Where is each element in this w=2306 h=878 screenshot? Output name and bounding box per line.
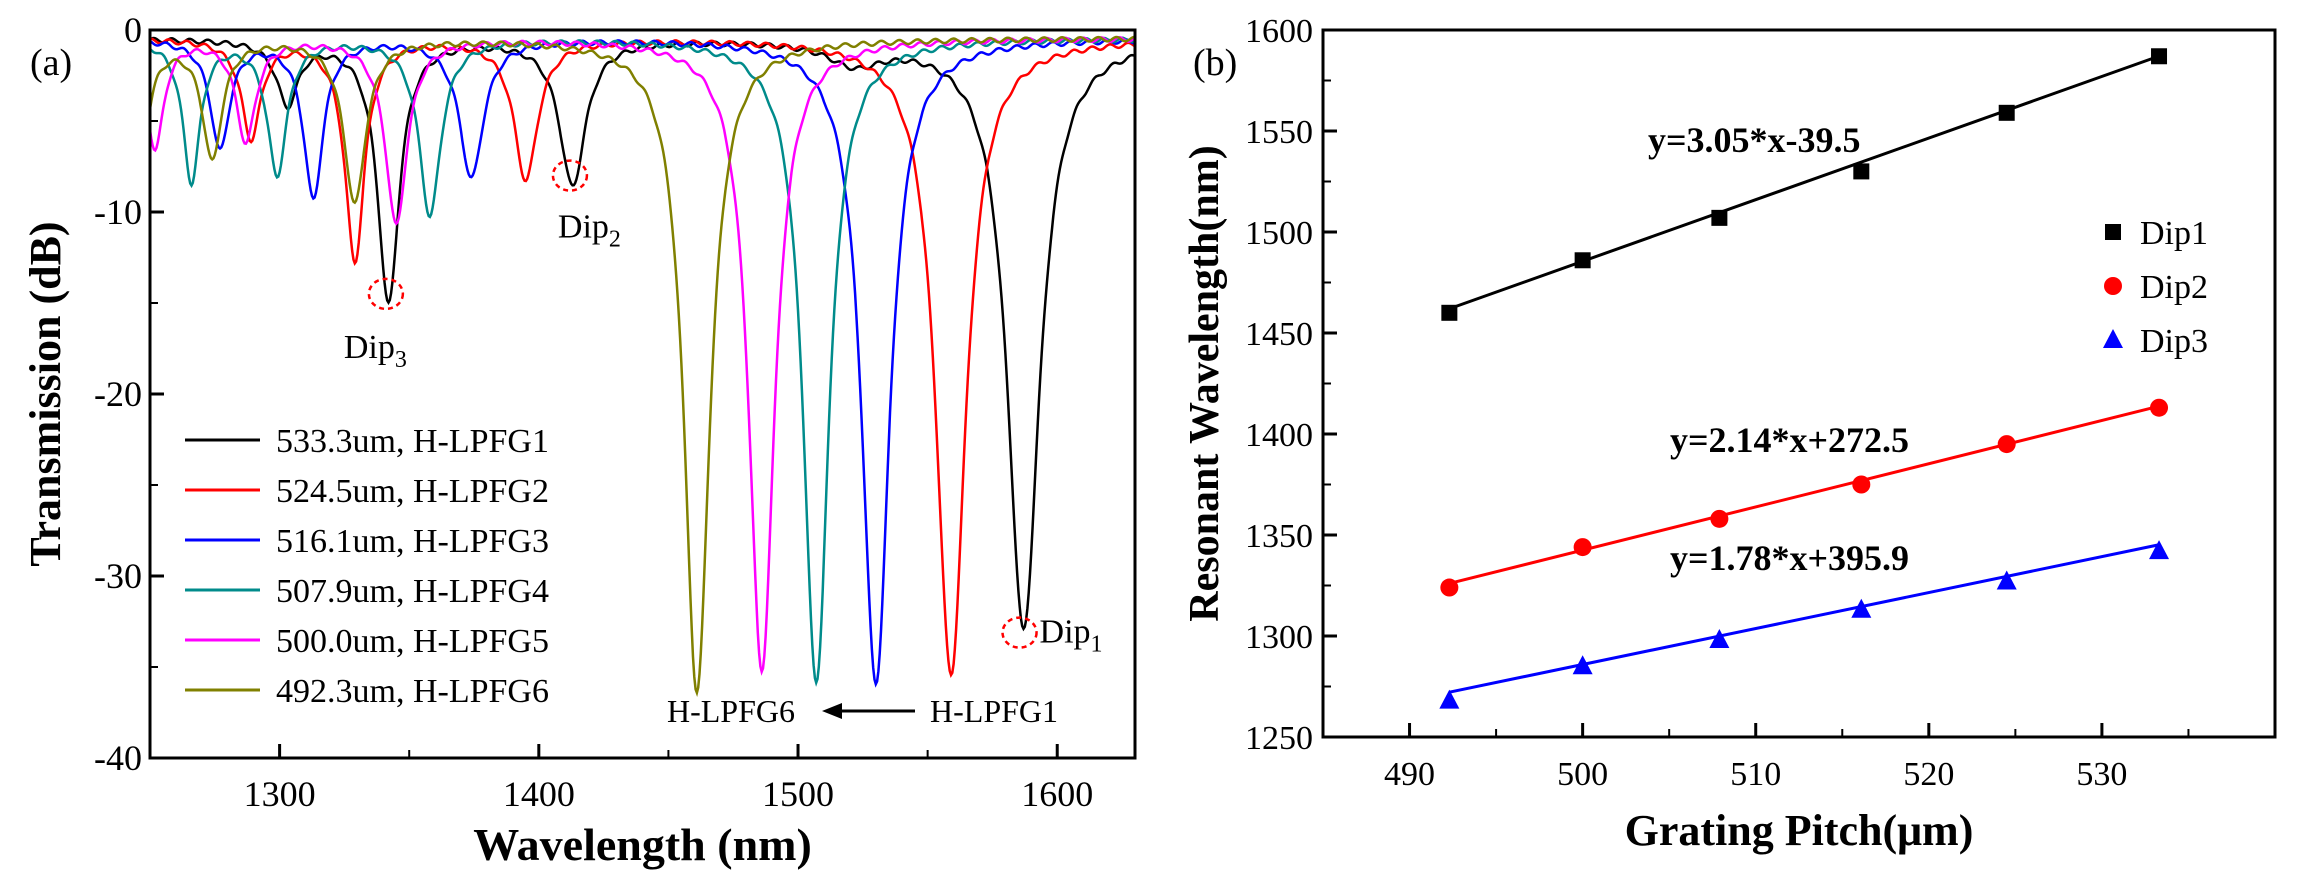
y-tick-label: 1600 [1245,13,1313,50]
arrow-label-right: H-LPFG1 [930,693,1058,729]
legend-label-dip2: Dip2 [2140,269,2208,306]
x-tick-label: 1500 [762,774,834,814]
y-tick-label: 1450 [1245,316,1313,353]
y-tick-label: 1300 [1245,619,1313,656]
spectrum-line-3 [150,37,1135,688]
dip3-point [1572,655,1593,675]
y-tick-label: -10 [94,192,142,232]
fit-equation-3: y=1.78*x+395.9 [1670,538,1909,578]
dip1-label-base: Dip [1040,614,1091,651]
panel-b-y-axis-label: Resonant Wavelength(nm) [1182,145,1228,621]
dip1-label-sub: 1 [1091,632,1103,658]
panel-b-legend: Dip1 Dip2 Dip3 [2103,215,2208,360]
panel-a-x-axis-label: Wavelength (nm) [473,819,812,870]
y-tick-label: 1500 [1245,215,1313,252]
y-tick-label: 1350 [1245,518,1313,555]
legend-label-3: 516.1um, H-LPFG3 [276,523,549,560]
legend-label-dip1: Dip1 [2140,215,2208,252]
panel-a-legend: 533.3um, H-LPFG1 524.5um, H-LPFG2 516.1um,… [185,423,549,710]
panel-b-plot: y=3.05*x-39.5 y=2.14*x+272.5 y=1.78*x+395.… [1439,48,2170,709]
arrow-label-left: H-LPFG6 [667,693,795,729]
legend-label-6: 492.3um, H-LPFG6 [276,673,549,710]
dip3-point [1439,689,1460,709]
dip2-label-base: Dip [558,209,609,246]
dip1-marker [1001,616,1038,649]
x-tick-label: 1400 [503,774,575,814]
panel-b-x-axis-label: Grating Pitch(μm) [1625,806,1974,855]
legend-label-dip3: Dip3 [2140,323,2208,360]
dip2-label: Dip2 [558,209,621,253]
dip3-marker [367,277,405,311]
legend-marker-dip1 [2105,224,2121,240]
y-tick-label: -40 [94,738,142,778]
panel-b-axes: 490 500 510 520 530 1250 1300 1350 1400 1450 1500 1… [1245,13,2190,793]
dip1-point [1441,304,1458,321]
x-tick-label: 1600 [1021,774,1093,814]
x-tick-label: 510 [1730,756,1781,793]
dip1-point [1853,163,1870,180]
fit-equation-2: y=2.14*x+272.5 [1670,420,1909,460]
x-tick-label: 530 [2076,756,2127,793]
dip2-point [1852,475,1871,494]
dip1-point [1574,252,1591,269]
dip3-point [1996,570,2017,590]
dip3-point [2149,540,2170,560]
y-tick-label: 1250 [1245,720,1313,757]
dip2-point [1573,538,1592,557]
dip3-label-sub: 3 [395,347,407,373]
dip3-label-base: Dip [344,329,395,366]
fit-line-3 [1449,543,2160,694]
legend-label-2: 524.5um, H-LPFG2 [276,473,549,510]
legend-marker-dip2 [2104,277,2122,295]
x-tick-label: 1300 [244,774,316,814]
dip2-label-sub: 2 [609,227,621,253]
dip2-point [1997,435,2016,454]
panel-a: (a) 1300 1400 1500 1600 0 -10 -20 -30 -40 Wavele… [21,10,1137,870]
dip2-point [1710,509,1729,528]
spectrum-line-4 [150,36,1135,687]
dip3-point [1709,629,1730,649]
y-tick-label: -20 [94,374,142,414]
panel-a-axes: 1300 1400 1500 1600 0 -10 -20 -30 -40 [94,10,1093,814]
y-tick-label: 1400 [1245,417,1313,454]
panel-b: (b) 490 500 510 520 530 1250 1300 1350 1400 1450 1… [1182,13,2277,855]
dip2-point [2150,398,2169,417]
dip1-label: Dip1 [1040,614,1103,658]
dip1-point [2151,48,2168,65]
legend-label-5: 500.0um, H-LPFG5 [276,623,549,660]
fit-equation-1: y=3.05*x-39.5 [1648,120,1861,160]
panel-b-label: (b) [1193,42,1237,84]
legend-label-4: 507.9um, H-LPFG4 [276,573,549,610]
dip1-point [1998,104,2015,121]
dip3-label: Dip3 [344,329,407,373]
dip1-point [1711,209,1728,226]
spectrum-line-5 [150,36,1135,676]
panel-a-y-axis-label: Transmission (dB) [21,221,70,566]
legend-marker-dip3 [2103,329,2123,348]
legend-label-1: 533.3um, H-LPFG1 [276,423,549,460]
fit-line-1 [1448,54,2160,311]
dip3-point [1851,598,1872,618]
y-tick-label: 1550 [1245,114,1313,151]
spectrum-line-6 [150,35,1135,698]
y-tick-label: -30 [94,556,142,596]
x-tick-label: 520 [1903,756,1954,793]
dip2-point [1440,578,1459,597]
x-tick-label: 500 [1557,756,1608,793]
x-tick-label: 490 [1384,756,1435,793]
panel-a-label: (a) [30,42,72,84]
arrow-head-icon [822,703,842,719]
panel-a-curves [150,35,1135,698]
dip2-marker [551,159,589,192]
y-tick-label: 0 [124,10,142,50]
fit-line-2 [1448,404,2160,585]
